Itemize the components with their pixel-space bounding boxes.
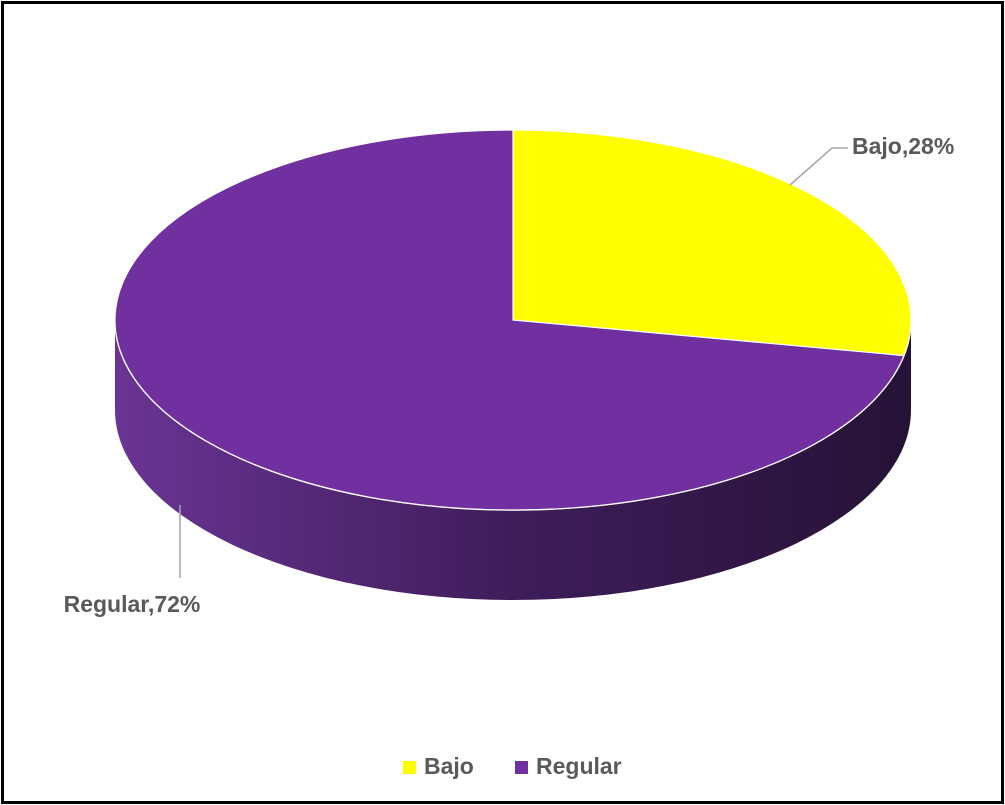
pie-slice-regular (114, 129, 905, 511)
legend-swatch-regular (515, 761, 528, 774)
legend-label-regular: Regular (536, 753, 622, 779)
legend-label-bajo: Bajo (424, 753, 474, 779)
pie-side-wall (115, 320, 911, 600)
legend-swatch-bajo (403, 761, 416, 774)
data-label-bajo: Bajo,28% (852, 133, 954, 159)
data-label-regular: Regular,72% (64, 591, 201, 617)
pie-slice-bajo (512, 129, 912, 357)
leader-line-bajo (789, 147, 848, 186)
legend: Bajo Regular (403, 753, 622, 779)
